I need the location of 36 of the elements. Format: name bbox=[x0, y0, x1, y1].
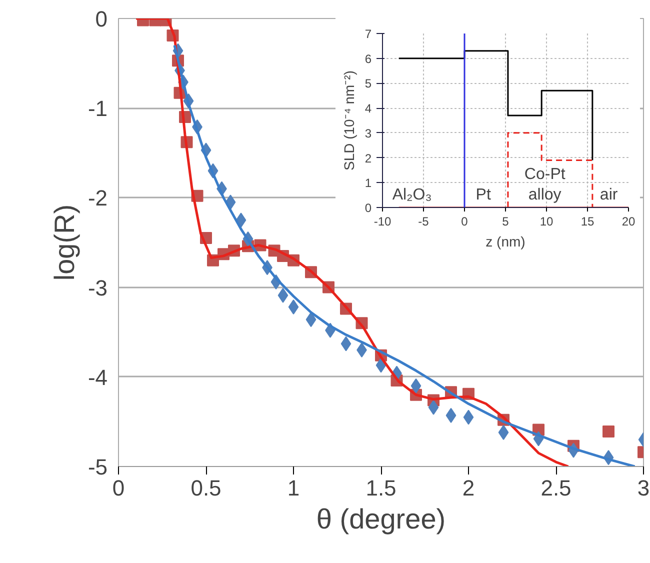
x-tick-label: 1 bbox=[287, 476, 300, 500]
y-tick-label: -3 bbox=[88, 275, 108, 300]
y-tick-label: 7 bbox=[364, 27, 372, 41]
y-tick-label: -5 bbox=[88, 454, 108, 480]
x-tick-label: 1.5 bbox=[366, 476, 396, 500]
y-tick-label: 5 bbox=[364, 76, 372, 91]
x-tick-label: 10 bbox=[540, 214, 554, 228]
x-axis-title: θ (degree) bbox=[316, 504, 446, 534]
y-tick-label: 2 bbox=[364, 151, 372, 166]
x-axis-title: z (nm) bbox=[486, 234, 526, 250]
x-tick-label: 15 bbox=[580, 214, 594, 228]
y-tick-label: 3 bbox=[364, 126, 372, 140]
y-tick-label: 0 bbox=[95, 6, 108, 32]
y-tick-label: -1 bbox=[88, 96, 108, 122]
y-axis-title: SLD (10⁻⁴ nm⁻²) bbox=[340, 70, 357, 171]
y-axis-title: log(R) bbox=[48, 204, 80, 281]
x-tick-label: 0 bbox=[461, 214, 468, 228]
y-tick-label: 0 bbox=[364, 201, 372, 215]
x-tick-label: 0.5 bbox=[190, 476, 222, 500]
x-tick-label: 20 bbox=[622, 214, 636, 228]
annotation: air bbox=[600, 186, 618, 204]
x-tick-label: 2 bbox=[462, 476, 475, 500]
annotation: Co-Pt alloy bbox=[524, 166, 566, 204]
y-tick-label: 4 bbox=[364, 102, 372, 116]
x-tick-label: 2.5 bbox=[540, 476, 572, 500]
annotation: Al₂O₃ bbox=[392, 186, 432, 204]
x-tick-label: 3 bbox=[637, 476, 650, 500]
x-tick-label: -5 bbox=[418, 214, 430, 228]
x-tick-label: 0 bbox=[112, 476, 125, 500]
annotation: Pt bbox=[476, 186, 492, 204]
y-tick-label: -4 bbox=[88, 364, 108, 390]
y-tick-label: -2 bbox=[88, 186, 108, 211]
x-tick-label: 5 bbox=[502, 214, 510, 228]
x-tick-label: -10 bbox=[374, 214, 392, 228]
y-tick-label: 6 bbox=[364, 52, 372, 66]
y-tick-label: 1 bbox=[364, 176, 372, 190]
